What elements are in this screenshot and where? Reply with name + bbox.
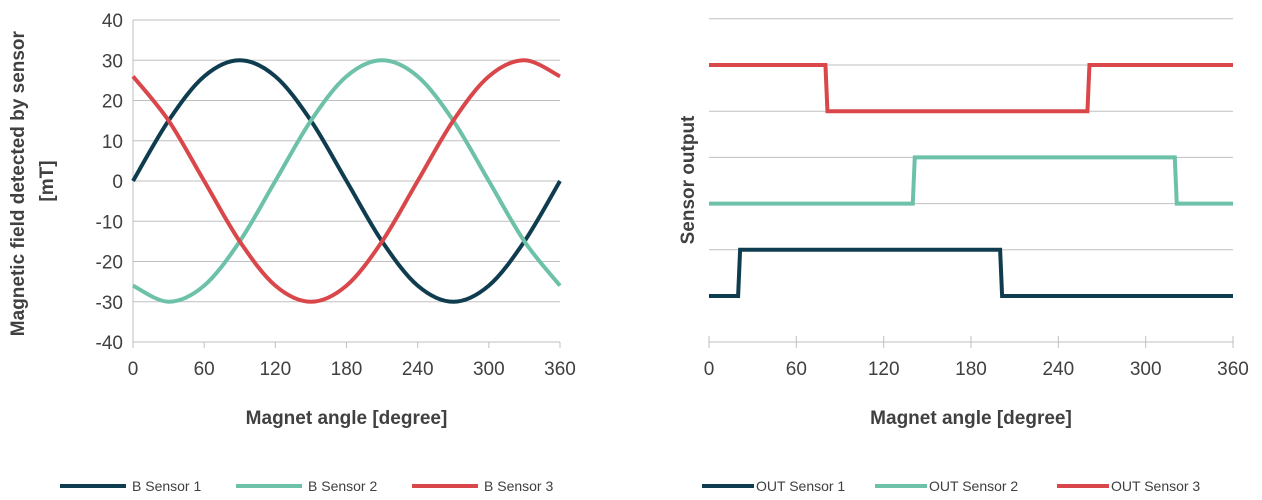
left-x-tick-label: 0: [128, 359, 139, 380]
right-series-line-out-sensor-1: [709, 247, 1233, 298]
left-series-line-sensor-1: [131, 58, 562, 304]
left-legend: B Sensor 1 B Sensor 2 B Sensor 3: [60, 478, 553, 494]
right-legend: OUT Sensor 1 OUT Sensor 2 OUT Sensor 3: [702, 478, 1200, 494]
right-x-tick-label: 180: [955, 359, 987, 380]
left-x-tick-label: 240: [402, 359, 434, 380]
left-y-tick-label: 0: [112, 172, 123, 193]
right-y-axis-title: Sensor output: [678, 115, 699, 244]
right-series-line-out-sensor-2: [709, 155, 1233, 206]
left-y-tick-label: 30: [102, 51, 123, 72]
left-series-lines: [131, 58, 562, 304]
left-y-tick-label: 10: [102, 132, 123, 153]
left-y-tick-label: -20: [96, 253, 123, 274]
right-x-axis-title: Magnet angle [degree]: [870, 408, 1072, 429]
left-y-axis-title: Magnetic field detected by sensor [mT]: [8, 26, 58, 336]
left-series-line-sensor-2: [132, 58, 562, 304]
right-legend-label: OUT Sensor 1: [756, 478, 845, 494]
left-x-tick-label: 360: [544, 359, 576, 380]
right-legend-label: OUT Sensor 2: [929, 478, 1018, 494]
left-series-line-sensor-3: [131, 58, 561, 304]
left-x-axis-title: Magnet angle [degree]: [246, 408, 448, 429]
right-x-tick-labels: 0 60 120 180 240 300 360: [704, 359, 1249, 380]
right-series-lines: [709, 63, 1233, 298]
left-y-tick-label: -30: [96, 293, 123, 314]
left-y-axis-title-line-2: [mT]: [37, 160, 58, 201]
right-x-tick-label: 0: [704, 359, 715, 380]
left-legend-label: B Sensor 1: [132, 478, 201, 494]
sensor-output-chart: 0 60 120 180 240 300 360 Magnet angle [degree]…: [678, 18, 1249, 494]
right-legend-label: OUT Sensor 3: [1111, 478, 1200, 494]
left-x-tick-label: 120: [259, 359, 291, 380]
right-x-tick-label: 360: [1217, 359, 1249, 380]
right-x-tick-label: 120: [868, 359, 900, 380]
left-x-tick-label: 300: [473, 359, 505, 380]
left-y-tick-labels: 40 30 20 10 0 -10 -20 -30 -40: [96, 11, 123, 354]
left-legend-label: B Sensor 2: [308, 478, 377, 494]
left-x-tick-labels: 0 60 120 180 240 300 360: [128, 359, 576, 380]
left-y-tick-label: -10: [96, 212, 123, 233]
left-x-tick-label: 180: [331, 359, 363, 380]
right-x-tick-label: 60: [786, 359, 807, 380]
magnetic-field-chart: 40 30 20 10 0 -10 -20 -30 -40 0 60 120 180 240 300 360…: [8, 11, 576, 494]
right-x-tick-label: 300: [1130, 359, 1162, 380]
right-x-tick-label: 240: [1042, 359, 1074, 380]
right-gridlines: [708, 18, 1234, 348]
left-y-axis-title-line-1: Magnetic field detected by sensor: [8, 30, 29, 336]
left-y-tick-label: 20: [102, 92, 123, 113]
left-x-tick-label: 60: [194, 359, 215, 380]
right-series-line-out-sensor-3: [709, 63, 1233, 114]
left-y-tick-label: 40: [102, 11, 123, 32]
left-legend-label: B Sensor 3: [484, 478, 553, 494]
left-y-tick-label: -40: [96, 333, 123, 354]
